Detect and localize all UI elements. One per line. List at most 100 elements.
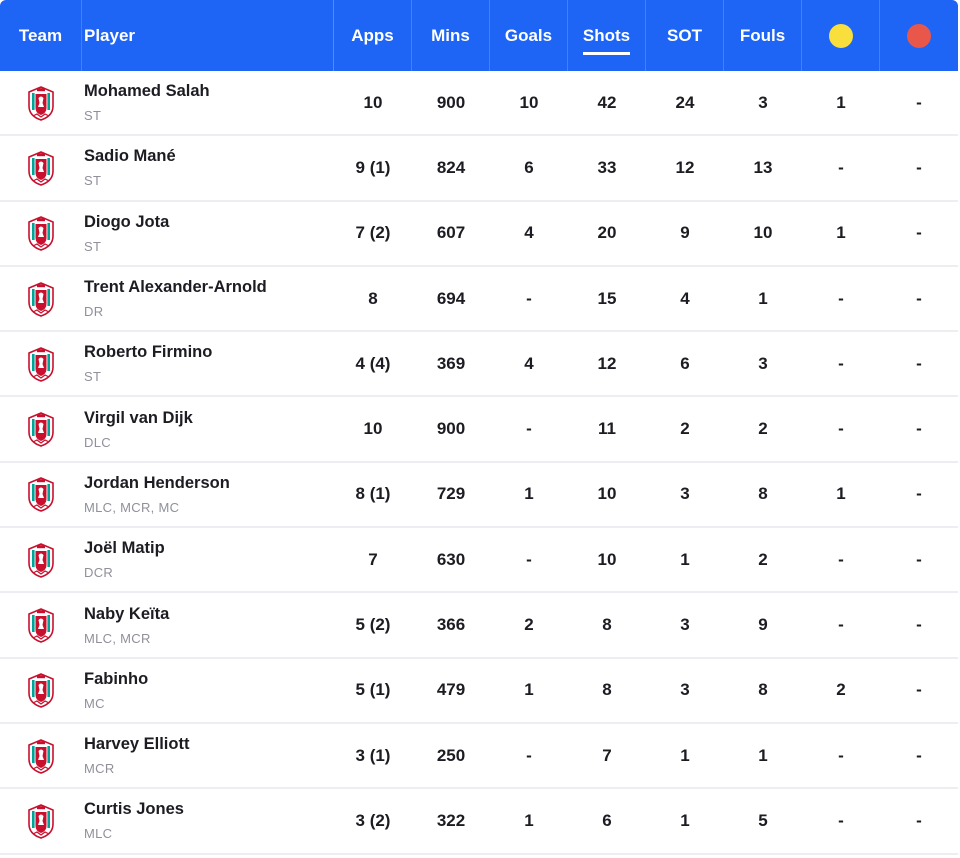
player-name[interactable]: Diogo Jota [84, 212, 170, 231]
player-cell[interactable]: Harvey Elliott MCR [82, 724, 334, 787]
table-row[interactable]: Harvey Elliott MCR 3 (1) 250 - 7 1 1 - - [0, 724, 958, 790]
stat-sot: 1 [680, 549, 690, 569]
team-cell [0, 463, 82, 526]
stat-fouls: 2 [758, 419, 768, 439]
liverpool-crest-icon [26, 802, 56, 840]
stat-yellow: 1 [836, 484, 846, 504]
player-position: MCR [84, 761, 115, 777]
player-info: Mohamed Salah ST [84, 82, 210, 123]
player-cell[interactable]: Sadio Mané ST [82, 136, 334, 199]
table-row[interactable]: Fabinho MC 5 (1) 479 1 8 3 8 2 - [0, 659, 958, 724]
player-name[interactable]: Jordan Henderson [84, 473, 230, 492]
table-row[interactable]: Jordan Henderson MLC, MCR, MC 8 (1) 729 1 1… [0, 463, 958, 529]
header-shots[interactable]: Shots [568, 0, 646, 71]
table-row[interactable]: Naby Keïta MLC, MCR 5 (2) 366 2 8 3 9 - - [0, 593, 958, 659]
table-row[interactable]: Virgil van Dijk DLC 10 900 - 11 2 2 - - [0, 397, 958, 463]
player-position: MLC [84, 826, 113, 842]
player-cell[interactable]: Jordan Henderson MLC, MCR, MC [82, 463, 334, 526]
stat-yellow: 2 [836, 680, 846, 700]
player-name[interactable]: Harvey Elliott [84, 735, 190, 754]
player-position: MLC, MCR, MC [84, 499, 180, 515]
player-info: Jordan Henderson MLC, MCR, MC [84, 474, 230, 515]
stat-apps: 9 (1) [355, 157, 391, 177]
player-name[interactable]: Curtis Jones [84, 800, 184, 819]
header-goals[interactable]: Goals [490, 0, 568, 71]
player-cell[interactable]: Trent Alexander-Arnold DR [82, 267, 334, 330]
table-row[interactable]: Joël Matip DCR 7 630 - 10 1 2 - - [0, 528, 958, 594]
player-info: Virgil van Dijk DLC [84, 409, 193, 450]
team-cell [0, 71, 82, 134]
liverpool-crest-icon [26, 475, 56, 513]
team-cell [0, 397, 82, 460]
team-cell [0, 136, 82, 199]
stat-yellow: - [838, 157, 844, 177]
table-row[interactable]: Mohamed Salah ST 10 900 10 42 24 3 1 - [0, 71, 958, 137]
player-info: Trent Alexander-Arnold DR [84, 278, 267, 319]
header-player[interactable]: Player [82, 0, 334, 71]
table-header: Team Player Apps Mins Goals Shots SOT Fo… [0, 0, 958, 71]
player-cell[interactable]: Fabinho MC [82, 659, 334, 722]
player-name[interactable]: Sadio Mané [84, 147, 176, 166]
header-team[interactable]: Team [0, 0, 82, 71]
header-fouls[interactable]: Fouls [724, 0, 802, 71]
header-mins-label: Mins [431, 25, 470, 45]
stat-red: - [916, 353, 922, 373]
team-cell [0, 659, 82, 722]
table-row[interactable]: Curtis Jones MLC 3 (2) 322 1 6 1 5 - - [0, 789, 958, 855]
table-row[interactable]: Sadio Mané ST 9 (1) 824 6 33 12 13 - - [0, 136, 958, 202]
stat-fouls: 2 [758, 549, 768, 569]
stat-mins: 479 [436, 680, 466, 700]
stat-red: - [916, 680, 922, 700]
player-name[interactable]: Naby Keïta [84, 604, 170, 623]
player-cell[interactable]: Curtis Jones MLC [82, 789, 334, 852]
stat-shots: 11 [598, 419, 616, 439]
stat-goals: 1 [524, 484, 534, 504]
player-cell[interactable]: Mohamed Salah ST [82, 71, 334, 134]
stat-red: - [916, 745, 922, 765]
stat-apps: 7 (2) [355, 223, 391, 243]
header-mins[interactable]: Mins [412, 0, 490, 71]
player-name[interactable]: Roberto Firmino [84, 343, 213, 362]
stat-shots: 12 [597, 353, 617, 373]
liverpool-crest-icon [26, 84, 56, 122]
player-info: Naby Keïta MLC, MCR [84, 605, 169, 646]
player-cell[interactable]: Roberto Firmino ST [82, 332, 334, 395]
stat-sot: 1 [680, 810, 690, 830]
stat-shots: 10 [597, 549, 617, 569]
liverpool-crest-icon [26, 671, 56, 709]
player-position: ST [84, 238, 102, 254]
stat-red: - [916, 157, 922, 177]
red-card-icon [907, 23, 931, 48]
stat-mins: 250 [436, 745, 466, 765]
stat-yellow: - [838, 810, 844, 830]
stat-apps: 8 (1) [355, 484, 391, 504]
team-cell [0, 528, 82, 591]
stat-sot: 6 [680, 353, 690, 373]
header-red-cards[interactable] [880, 0, 958, 71]
player-name[interactable]: Virgil van Dijk [84, 408, 193, 427]
player-cell[interactable]: Diogo Jota ST [82, 202, 334, 265]
player-position: DR [84, 304, 104, 320]
stat-sot: 2 [680, 419, 690, 439]
player-cell[interactable]: Joël Matip DCR [82, 528, 334, 591]
player-cell[interactable]: Naby Keïta MLC, MCR [82, 593, 334, 656]
table-row[interactable]: Trent Alexander-Arnold DR 8 694 - 15 4 1 - - [0, 267, 958, 333]
stat-red: - [916, 288, 922, 308]
player-name[interactable]: Joël Matip [84, 539, 165, 558]
stat-mins: 900 [436, 92, 466, 112]
stat-mins: 694 [436, 288, 466, 308]
header-sot[interactable]: SOT [646, 0, 724, 71]
player-name[interactable]: Mohamed Salah [84, 82, 210, 101]
team-cell [0, 789, 82, 852]
stat-shots: 10 [597, 484, 617, 504]
header-apps[interactable]: Apps [334, 0, 412, 71]
table-row[interactable]: Diogo Jota ST 7 (2) 607 4 20 9 10 1 - [0, 202, 958, 267]
player-name[interactable]: Fabinho [84, 669, 149, 688]
stat-fouls: 8 [758, 680, 768, 700]
player-cell[interactable]: Virgil van Dijk DLC [82, 397, 334, 460]
stat-red: - [916, 810, 922, 830]
header-yellow-cards[interactable] [802, 0, 880, 71]
table-row[interactable]: Roberto Firmino ST 4 (4) 369 4 12 6 3 - - [0, 332, 958, 398]
header-team-label: Team [18, 25, 63, 45]
player-name[interactable]: Trent Alexander-Arnold [84, 278, 267, 297]
